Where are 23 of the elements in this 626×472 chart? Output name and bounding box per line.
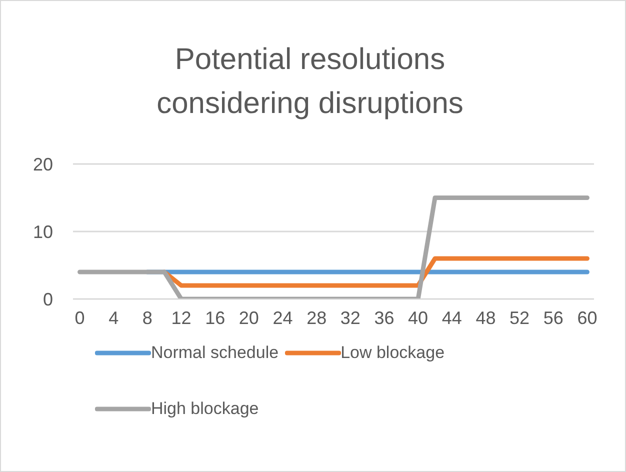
legend-label: Low blockage (340, 343, 445, 363)
x-tick-label: 24 (272, 308, 293, 328)
legend-label: High blockage (151, 399, 259, 419)
x-tick-label: 32 (340, 308, 360, 328)
x-tick-label: 0 (74, 308, 85, 328)
x-tick-label: 4 (108, 308, 119, 328)
x-tick-label: 52 (510, 308, 530, 328)
x-tick-label: 8 (142, 308, 152, 328)
y-tick-label: 0 (42, 289, 53, 310)
x-tick-label: 56 (543, 308, 564, 328)
x-tick-label: 40 (408, 308, 428, 328)
x-tick-label: 60 (577, 308, 598, 328)
x-tick-label: 16 (205, 308, 226, 328)
x-tick-label: 12 (171, 308, 192, 328)
y-tick-label: 20 (32, 154, 53, 174)
x-tick-label: 28 (306, 308, 327, 328)
legend-label: Normal schedule (151, 343, 279, 363)
x-tick-label: 44 (442, 308, 462, 328)
y-tick-label: 10 (32, 222, 53, 242)
x-tick-label: 20 (238, 308, 259, 328)
x-tick-label: 48 (476, 308, 496, 328)
chart-title: Potential resolutions considering disruptions (156, 42, 464, 122)
x-tick-label: 36 (374, 308, 394, 328)
